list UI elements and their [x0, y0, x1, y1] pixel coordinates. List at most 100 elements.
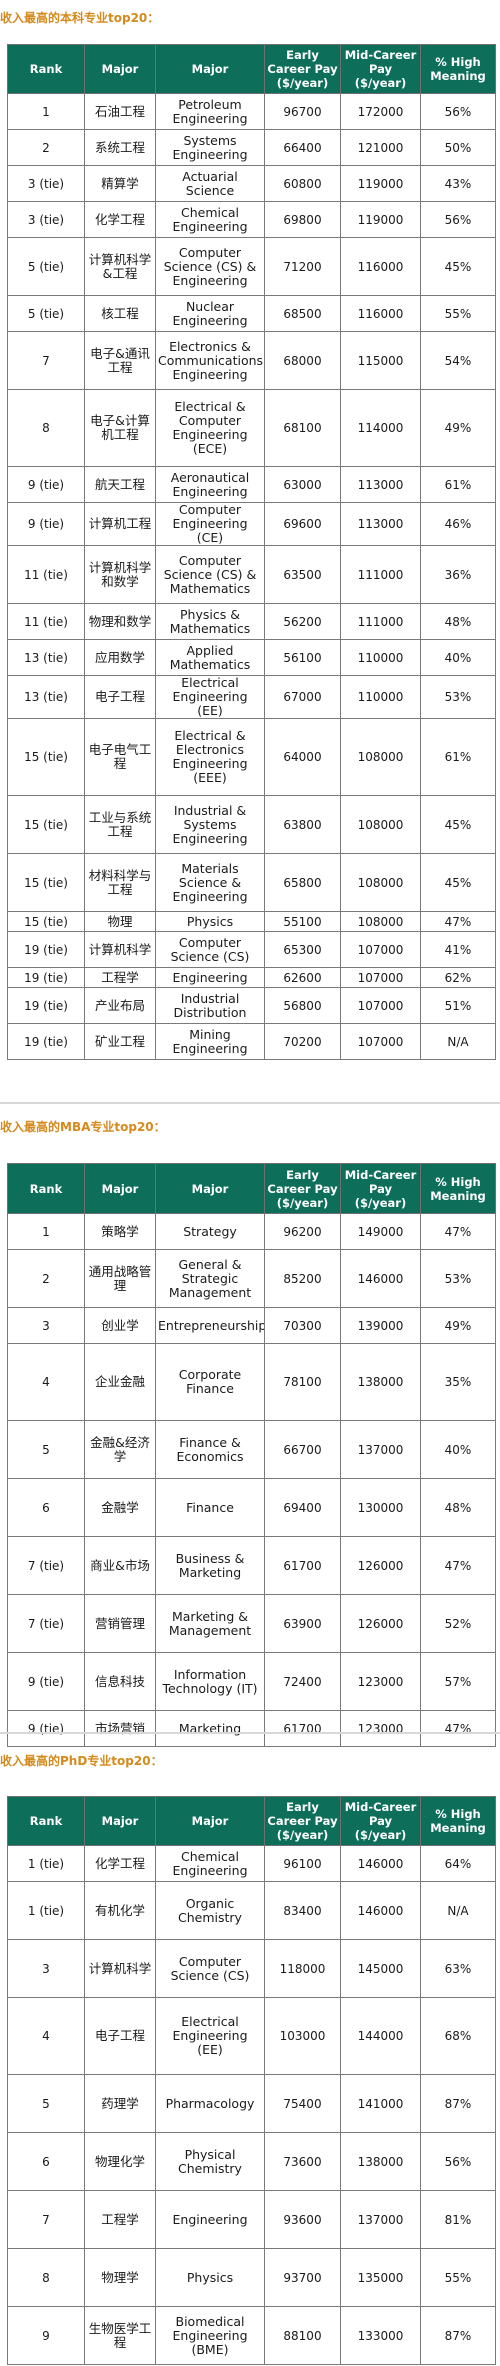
- rank-cell: 1: [7, 1213, 85, 1250]
- high-meaning-cell: 68%: [420, 1997, 496, 2075]
- rank-cell: 19 (tie): [7, 987, 85, 1024]
- major-zh-cell: 材料科学与工程: [84, 853, 156, 912]
- early-pay-cell: 69600: [264, 502, 341, 546]
- major-en-cell: Electronics & Communications Engineering: [155, 331, 265, 390]
- rank-cell: 3: [7, 1307, 85, 1344]
- table-row: 4 电子工程 Electrical Engineering (EE) 103000 14…: [7, 1997, 496, 2075]
- major-zh-cell: 企业金融: [84, 1343, 156, 1421]
- early-pay-cell: 75400: [264, 2074, 341, 2133]
- major-en-cell: Nuclear Engineering: [155, 295, 265, 332]
- major-zh-cell: 电子&通讯工程: [84, 331, 156, 390]
- high-meaning-cell: 55%: [420, 2248, 496, 2307]
- mid-pay-cell: 126000: [340, 1536, 421, 1595]
- early-pay-cell: 68500: [264, 295, 341, 332]
- table-row: 5 药理学 Pharmacology 75400 141000 87%: [7, 2074, 496, 2133]
- rank-cell: 4: [7, 1343, 85, 1421]
- rank-cell: 9 (tie): [7, 502, 85, 546]
- major-zh-cell: 电子工程: [84, 675, 156, 719]
- high-meaning-cell: 87%: [420, 2074, 496, 2133]
- high-meaning-cell: 35%: [420, 1343, 496, 1421]
- high-meaning-cell: 49%: [420, 389, 496, 467]
- table-row: 9 (tie) 信息科技 Information Technology (IT) 72…: [7, 1652, 496, 1711]
- major-zh-cell: 航天工程: [84, 466, 156, 503]
- mid-pay-cell: 115000: [340, 331, 421, 390]
- major-zh-cell: 工程学: [84, 2190, 156, 2249]
- major-zh-cell: 计算机工程: [84, 502, 156, 546]
- early-pay-cell: 67000: [264, 675, 341, 719]
- early-pay-cell: 69800: [264, 201, 341, 238]
- early-pay-cell: 96200: [264, 1213, 341, 1250]
- early-pay-cell: 56100: [264, 639, 341, 676]
- major-zh-cell: 商业&市场: [84, 1536, 156, 1595]
- rank-cell: 2: [7, 129, 85, 166]
- major-en-cell: Engineering: [155, 967, 265, 988]
- table-row: 6 物理化学 Physical Chemistry 73600 138000 56%: [7, 2132, 496, 2191]
- rank-cell: 9 (tie): [7, 466, 85, 503]
- early-pay-cell: 63000: [264, 466, 341, 503]
- major-en-cell: Electrical Engineering (EE): [155, 1997, 265, 2075]
- early-pay-cell: 62600: [264, 967, 341, 988]
- early-pay-cell: 63800: [264, 795, 341, 854]
- early-pay-cell: 85200: [264, 1249, 341, 1308]
- major-en-cell: Systems Engineering: [155, 129, 265, 166]
- mid-pay-cell: 108000: [340, 718, 421, 796]
- header-early-pay: Early Career Pay ($/year): [264, 1796, 341, 1846]
- table-row: 5 (tie) 核工程 Nuclear Engineering 68500 116000…: [7, 295, 496, 332]
- rank-cell: 1 (tie): [7, 1881, 85, 1940]
- rank-cell: 5: [7, 2074, 85, 2133]
- major-en-cell: Organic Chemistry: [155, 1881, 265, 1940]
- mid-pay-cell: 123000: [340, 1652, 421, 1711]
- major-zh-cell: 工程学: [84, 967, 156, 988]
- major-en-cell: Marketing: [155, 1710, 265, 1747]
- rank-cell: 15 (tie): [7, 911, 85, 932]
- header-early-pay: Early Career Pay ($/year): [264, 1163, 341, 1214]
- high-meaning-cell: 56%: [420, 2132, 496, 2191]
- table-row: 9 生物医学工程 Biomedical Engineering (BME) 88100…: [7, 2306, 496, 2365]
- high-meaning-cell: 43%: [420, 165, 496, 202]
- mid-pay-cell: 130000: [340, 1478, 421, 1537]
- mid-pay-cell: 108000: [340, 853, 421, 912]
- mid-pay-cell: 119000: [340, 165, 421, 202]
- rank-cell: 9 (tie): [7, 1652, 85, 1711]
- table-row: 2 通用战略管理 General & Strategic Management 852…: [7, 1249, 496, 1308]
- early-pay-cell: 83400: [264, 1881, 341, 1940]
- rank-cell: 7 (tie): [7, 1536, 85, 1595]
- high-meaning-cell: 64%: [420, 1845, 496, 1882]
- header-major-en: Major: [155, 1796, 265, 1846]
- early-pay-cell: 68000: [264, 331, 341, 390]
- rank-cell: 3: [7, 1939, 85, 1998]
- table-row: 19 (tie) 计算机科学 Computer Science (CS) 65300 1…: [7, 931, 496, 968]
- rank-cell: 9 (tie): [7, 1710, 85, 1747]
- major-zh-cell: 矿业工程: [84, 1023, 156, 1060]
- high-meaning-cell: 40%: [420, 639, 496, 676]
- major-zh-cell: 化学工程: [84, 1845, 156, 1882]
- table-row: 19 (tie) 工程学 Engineering 62600 107000 62%: [7, 967, 496, 988]
- high-meaning-cell: 61%: [420, 466, 496, 503]
- major-en-cell: Materials Science & Engineering: [155, 853, 265, 912]
- table-row: 3 (tie) 精算学 Actuarial Science 60800 119000 43…: [7, 165, 496, 202]
- mid-pay-cell: 137000: [340, 2190, 421, 2249]
- mid-pay-cell: 110000: [340, 639, 421, 676]
- rank-cell: 4: [7, 1997, 85, 2075]
- high-meaning-cell: 56%: [420, 93, 496, 130]
- mid-pay-cell: 113000: [340, 466, 421, 503]
- header-mid-pay: Mid-Career Pay ($/year): [340, 1796, 421, 1846]
- major-en-cell: Mining Engineering: [155, 1023, 265, 1060]
- major-zh-cell: 生物医学工程: [84, 2306, 156, 2365]
- major-zh-cell: 电子工程: [84, 1997, 156, 2075]
- table-row: 9 (tie) 市场营销 Marketing 61700 123000 47%: [7, 1710, 496, 1747]
- table-row: 9 (tie) 航天工程 Aeronautical Engineering 63000…: [7, 466, 496, 503]
- table-row: 1 石油工程 Petroleum Engineering 96700 172000 56%: [7, 93, 496, 130]
- table-header-row: Rank Major Major Early Career Pay ($/yea…: [7, 1163, 496, 1214]
- rank-cell: 6: [7, 1478, 85, 1537]
- high-meaning-cell: 47%: [420, 1213, 496, 1250]
- major-en-cell: Physics & Mathematics: [155, 603, 265, 640]
- header-high-meaning: % High Meaning: [420, 44, 496, 94]
- early-pay-cell: 68100: [264, 389, 341, 467]
- mid-pay-cell: 111000: [340, 603, 421, 640]
- early-pay-cell: 63500: [264, 545, 341, 604]
- major-en-cell: Computer Science (CS) & Engineering: [155, 237, 265, 296]
- early-pay-cell: 70300: [264, 1307, 341, 1344]
- major-en-cell: Finance: [155, 1478, 265, 1537]
- mid-pay-cell: 146000: [340, 1249, 421, 1308]
